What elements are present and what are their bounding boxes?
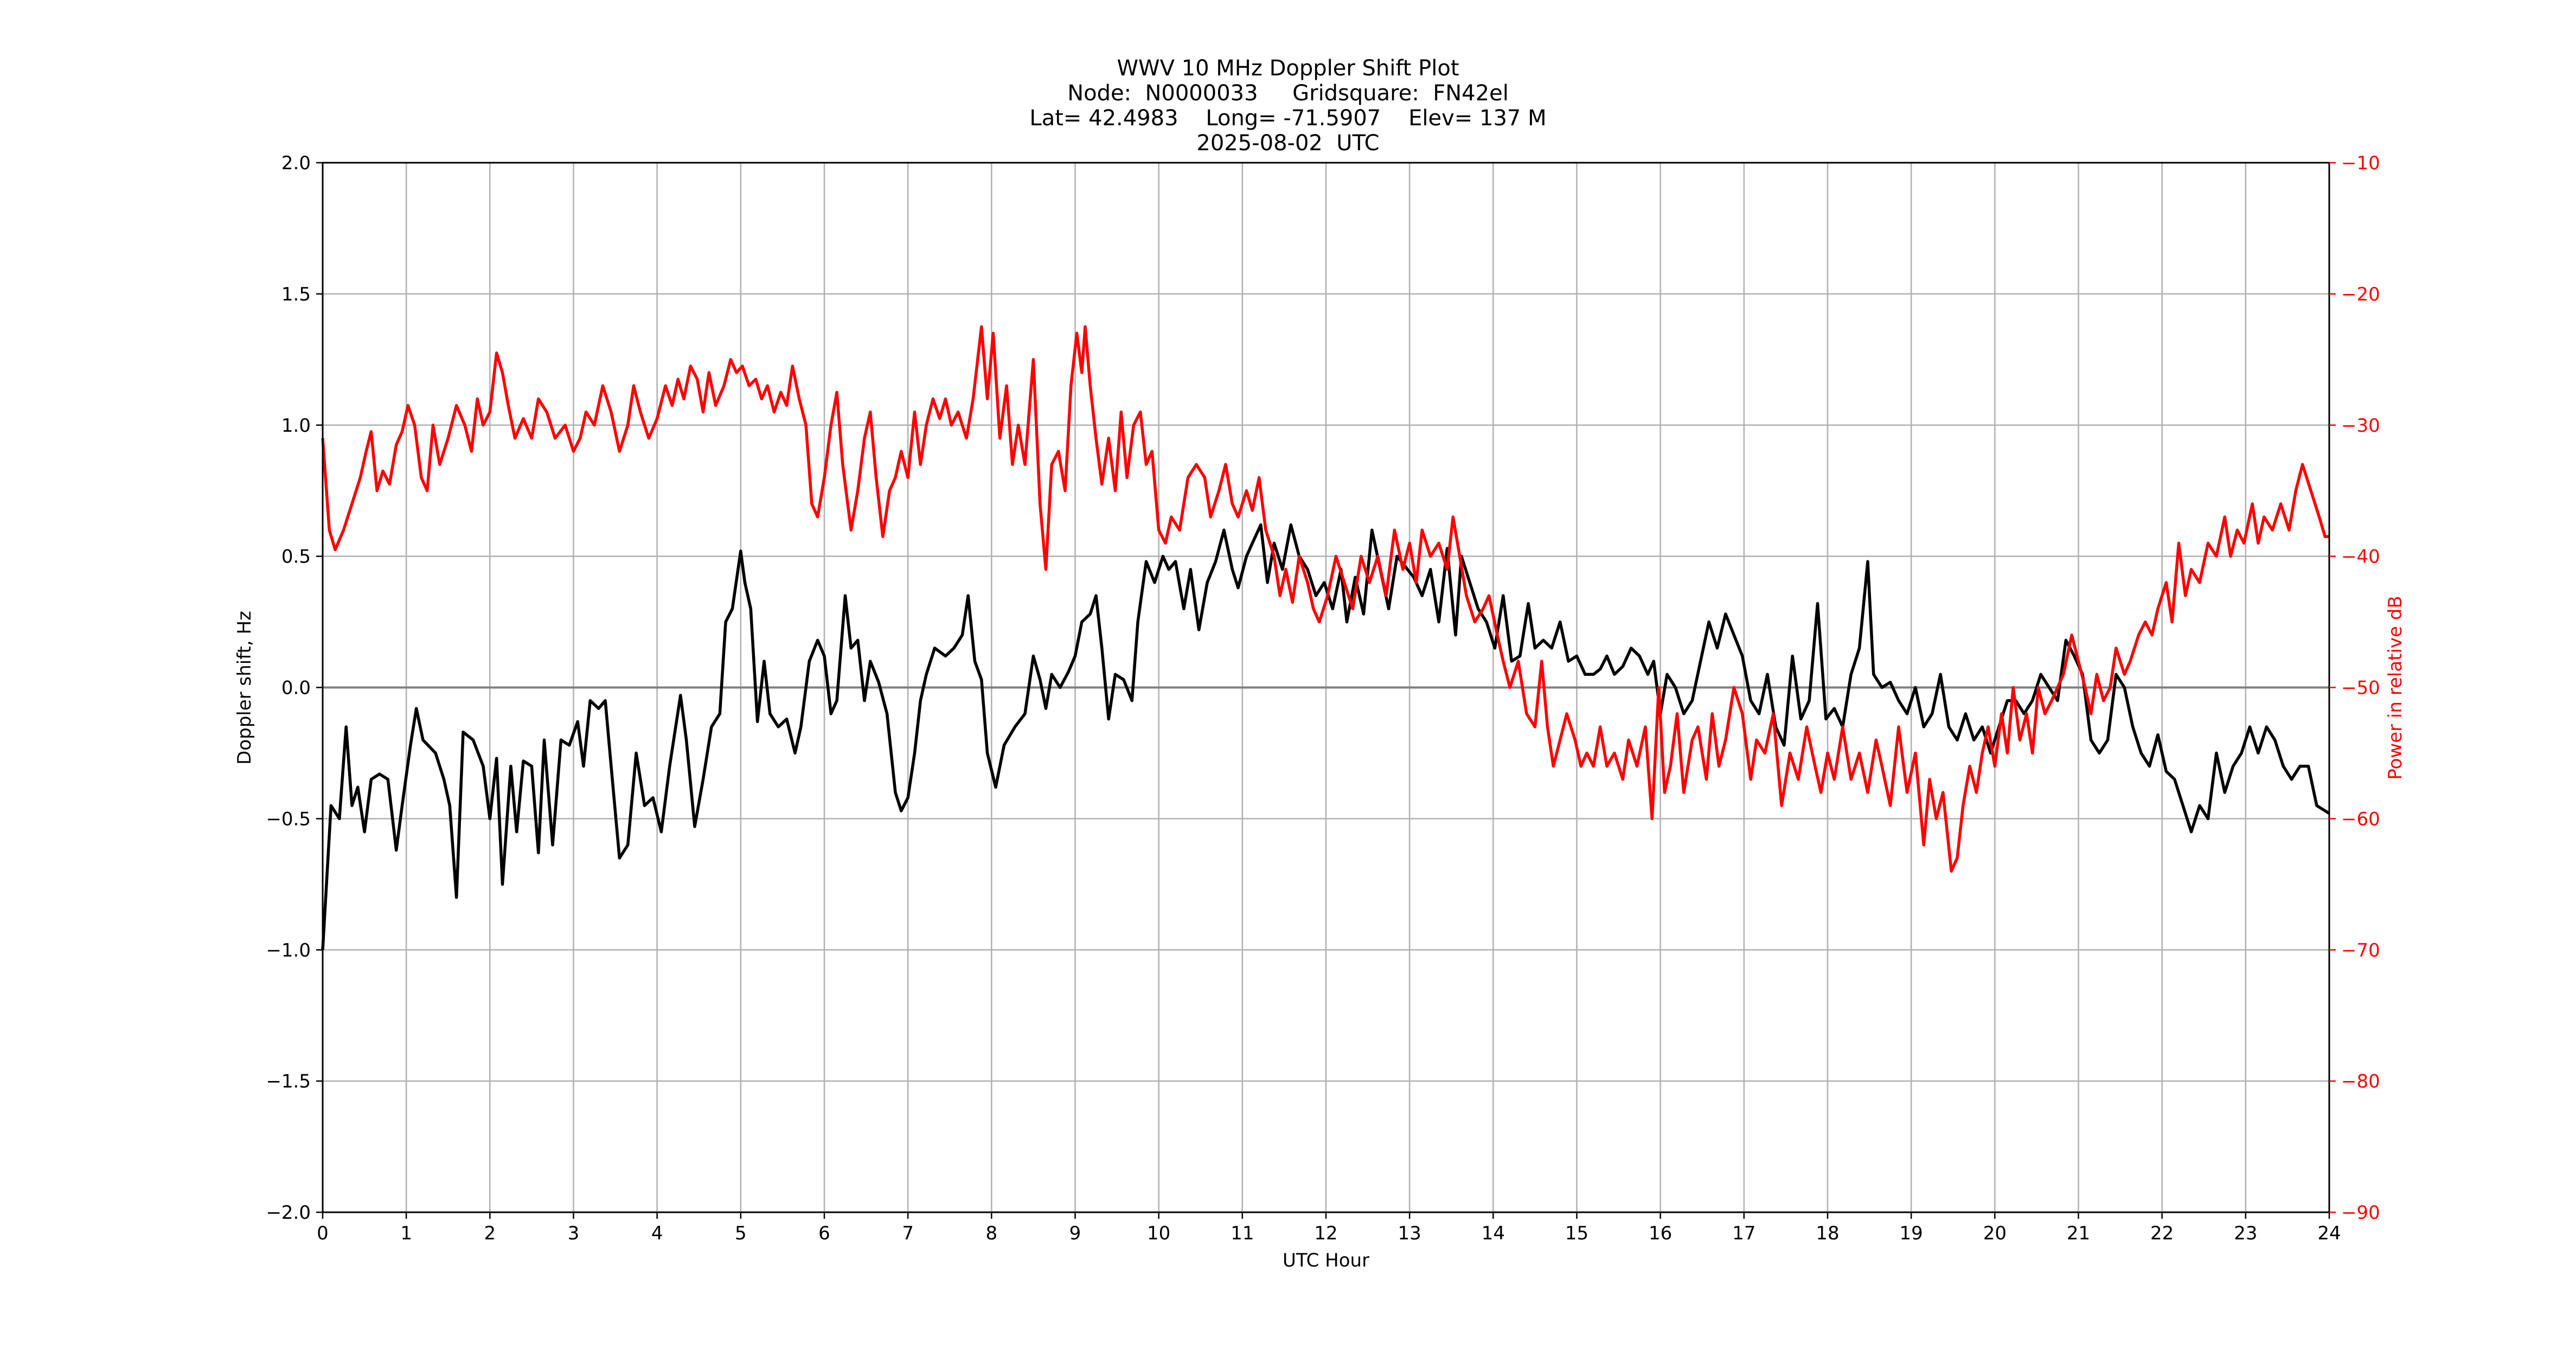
- x-tick-label: 23: [2234, 1223, 2257, 1244]
- tick-layer: 0 1 2 3 4 5 6 7 8 9 10 11 12 13 14 15 16 17 18 19 20 21 22 23 24…: [266, 152, 2380, 1244]
- y-tick-label: −0.5: [266, 808, 311, 830]
- x-tick-label: 18: [1816, 1223, 1839, 1244]
- y2-axis-label: Power in relative dB: [2385, 596, 2406, 779]
- x-tick-label: 13: [1398, 1223, 1421, 1244]
- x-tick-label: 5: [735, 1223, 747, 1244]
- y2-tick-label: −80: [2341, 1071, 2380, 1092]
- y2-tick-label: −70: [2341, 939, 2380, 961]
- x-tick-label: 4: [651, 1223, 663, 1244]
- x-tick-label: 0: [317, 1223, 329, 1244]
- y2-tick-label: −60: [2341, 808, 2380, 830]
- y2-tick-label: −50: [2341, 677, 2380, 699]
- y-axis-label: Doppler shift, Hz: [234, 611, 255, 765]
- x-tick-label: 14: [1482, 1223, 1505, 1244]
- x-tick-label: 10: [1147, 1223, 1170, 1244]
- y-tick-label: 0.0: [281, 677, 311, 699]
- x-tick-label: 20: [1983, 1223, 2007, 1244]
- power-series-line: [321, 325, 2329, 873]
- y-tick-label: −2.0: [266, 1202, 311, 1224]
- y2-tick-label: −20: [2341, 284, 2380, 305]
- chart-title-line-4: 2025-08-02 UTC: [1196, 131, 1380, 156]
- chart-title-line-1: WWV 10 MHz Doppler Shift Plot: [1117, 56, 1459, 81]
- x-tick-label: 3: [568, 1223, 580, 1244]
- x-tick-label: 11: [1231, 1223, 1254, 1244]
- x-tick-label: 19: [1900, 1223, 1923, 1244]
- y2-tick-label: −40: [2341, 546, 2380, 568]
- x-tick-label: 24: [2317, 1223, 2341, 1244]
- y-tick-label: −1.5: [266, 1071, 311, 1092]
- series-layer: [321, 325, 2330, 950]
- x-tick-label: 2: [484, 1223, 496, 1244]
- x-tick-label: 9: [1069, 1223, 1081, 1244]
- y2-tick-label: −10: [2341, 152, 2380, 174]
- y-tick-label: 2.0: [281, 152, 311, 174]
- y2-tick-label: −90: [2341, 1202, 2380, 1224]
- x-axis-label: UTC Hour: [1283, 1250, 1369, 1271]
- doppler-series-line: [321, 523, 2330, 950]
- x-tick-label: 21: [2067, 1223, 2090, 1244]
- y-tick-label: 0.5: [281, 546, 311, 568]
- y-tick-label: 1.5: [281, 284, 311, 305]
- x-tick-label: 15: [1565, 1223, 1588, 1244]
- x-tick-label: 17: [1732, 1223, 1755, 1244]
- grid-layer: [322, 162, 2330, 1213]
- x-tick-label: 6: [818, 1223, 830, 1244]
- x-tick-label: 1: [400, 1223, 412, 1244]
- x-tick-label: 7: [902, 1223, 914, 1244]
- x-tick-label: 22: [2150, 1223, 2174, 1244]
- chart-title-line-3: Lat= 42.4983 Long= -71.5907 Elev= 137 M: [1029, 106, 1547, 131]
- y-tick-label: 1.0: [281, 415, 311, 437]
- chart-title-line-2: Node: N0000033 Gridsquare: FN42el: [1067, 81, 1509, 106]
- y-tick-label: −1.0: [266, 939, 311, 961]
- x-tick-label: 12: [1314, 1223, 1337, 1244]
- x-tick-label: 8: [986, 1223, 998, 1244]
- y2-tick-label: −30: [2341, 415, 2380, 437]
- x-tick-label: 16: [1649, 1223, 1672, 1244]
